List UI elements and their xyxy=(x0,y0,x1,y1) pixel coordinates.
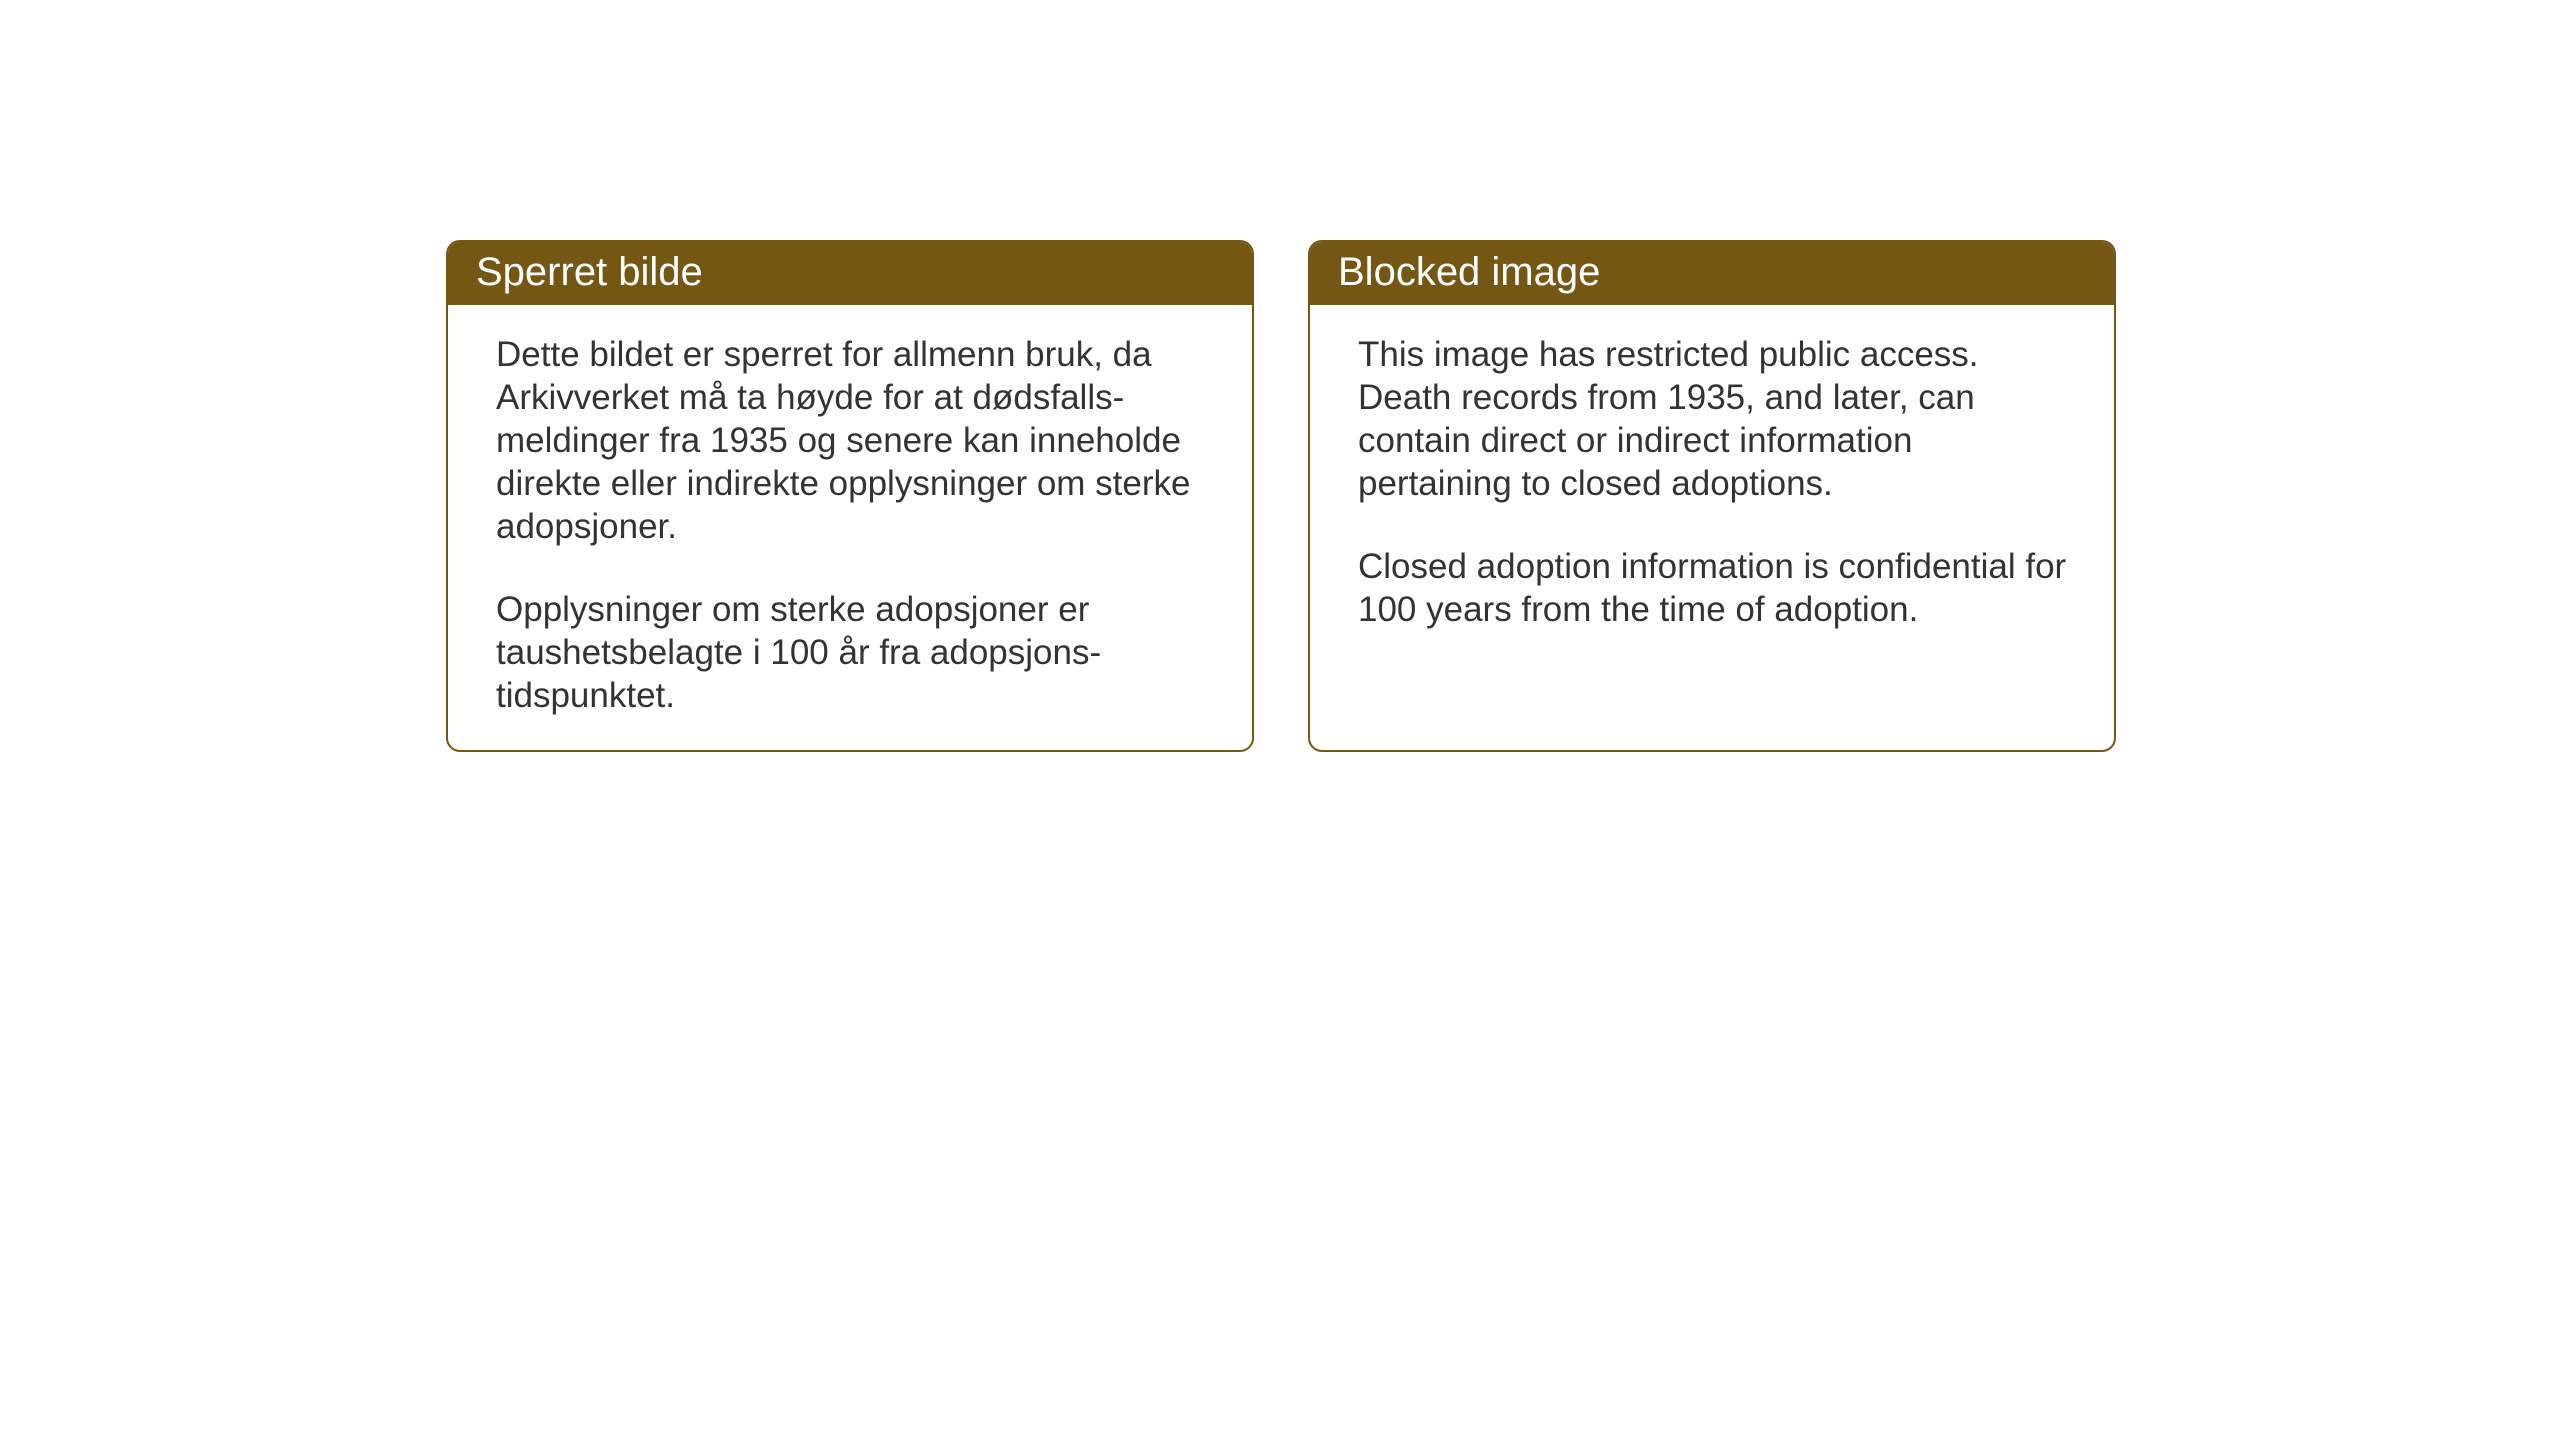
info-box-english: Blocked image This image has restricted … xyxy=(1308,240,2116,752)
info-text-english-p2: Closed adoption information is confident… xyxy=(1358,545,2070,631)
info-text-norwegian-p1: Dette bildet er sperret for allmenn bruk… xyxy=(496,333,1208,548)
info-box-header-english: Blocked image xyxy=(1310,242,2114,305)
info-text-norwegian-p2: Opplysninger om sterke adopsjoner er tau… xyxy=(496,588,1208,717)
info-boxes-container: Sperret bilde Dette bildet er sperret fo… xyxy=(446,240,2116,752)
info-box-header-norwegian: Sperret bilde xyxy=(448,242,1252,305)
info-box-body-norwegian: Dette bildet er sperret for allmenn bruk… xyxy=(448,305,1252,752)
info-box-norwegian: Sperret bilde Dette bildet er sperret fo… xyxy=(446,240,1254,752)
info-box-body-english: This image has restricted public access.… xyxy=(1310,305,2114,671)
info-text-english-p1: This image has restricted public access.… xyxy=(1358,333,2070,505)
